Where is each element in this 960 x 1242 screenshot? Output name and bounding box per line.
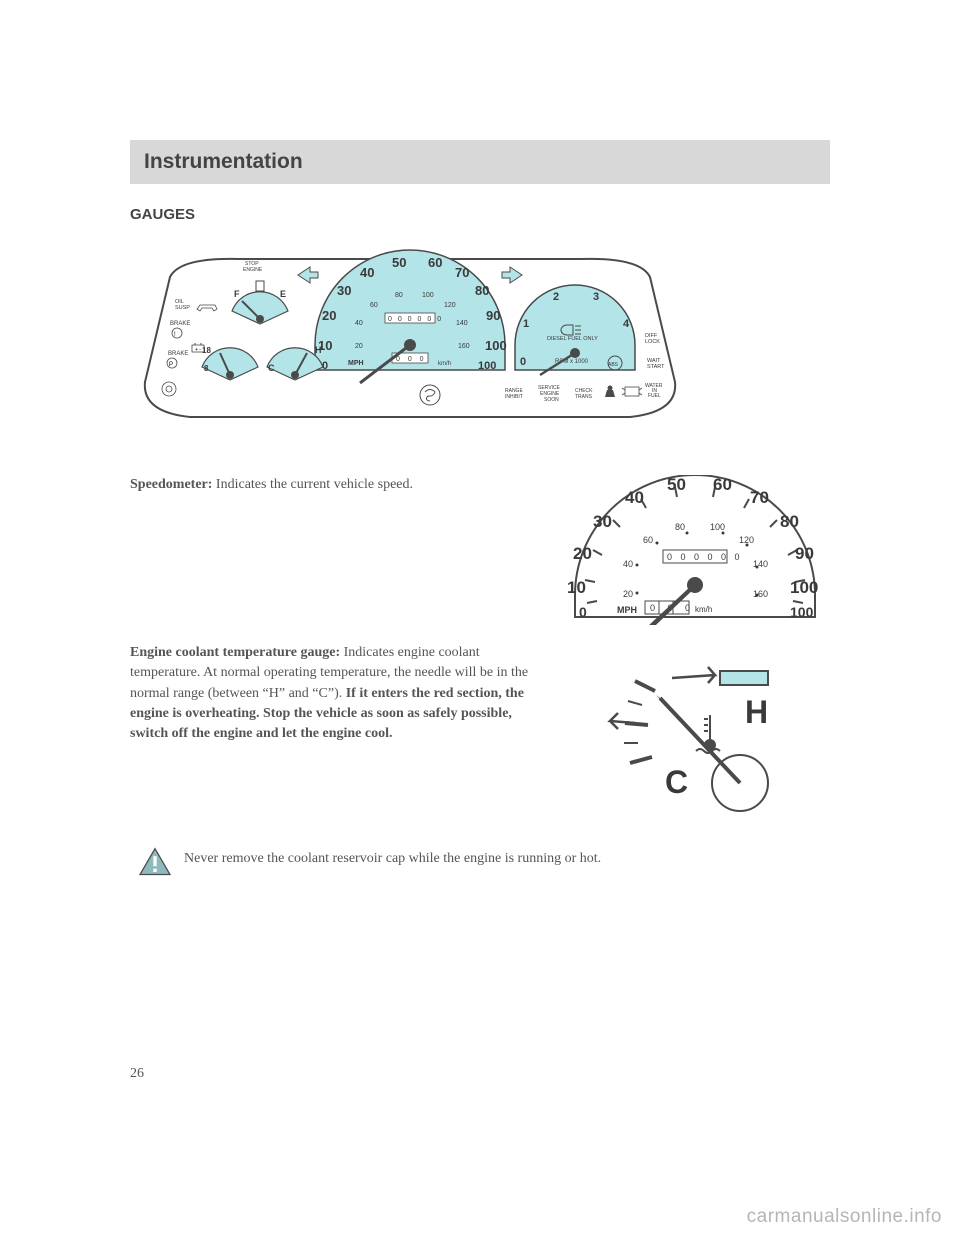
svg-text:MPH: MPH (348, 360, 364, 367)
svg-text:120: 120 (739, 535, 754, 545)
svg-text:30: 30 (593, 512, 612, 531)
svg-text:0 0 0 0 0 0: 0 0 0 0 0 0 (388, 316, 443, 323)
header-bar: Instrumentation (130, 140, 830, 184)
svg-text:C: C (268, 363, 275, 373)
warning-callout: Never remove the coolant reservoir cap w… (130, 841, 830, 883)
svg-text:100: 100 (790, 604, 814, 620)
speedometer-heading: Speedometer: (130, 477, 212, 492)
svg-text:DIESEL FUEL ONLY: DIESEL FUEL ONLY (547, 336, 598, 342)
svg-text:BRAKE: BRAKE (168, 351, 188, 357)
svg-text:40: 40 (625, 488, 644, 507)
svg-text:2: 2 (553, 291, 559, 303)
svg-text:80: 80 (395, 292, 403, 299)
svg-text:20: 20 (355, 343, 363, 350)
svg-text:100: 100 (485, 338, 507, 353)
svg-text:20: 20 (623, 589, 633, 599)
svg-text:18: 18 (202, 346, 211, 355)
svg-text:0 0 0: 0 0 0 (396, 356, 427, 363)
svg-text:30: 30 (337, 283, 351, 298)
instrument-cluster-figure: 0 10 20 30 40 50 60 70 80 90 100 100 20 … (130, 237, 690, 447)
coolant-gauge-figure: H C (560, 643, 830, 823)
svg-text:SOON: SOON (544, 397, 559, 403)
coolant-heading: Engine coolant temperature gauge: (130, 645, 340, 660)
svg-text:INHIBIT: INHIBIT (505, 394, 523, 400)
svg-text:H: H (315, 345, 322, 355)
svg-text:km/h: km/h (438, 361, 451, 367)
speedometer-text: Speedometer: Indicates the current vehic… (130, 475, 542, 625)
svg-text:+ -: + - (195, 347, 201, 353)
svg-text:BRAKE: BRAKE (170, 321, 190, 327)
svg-text:P: P (169, 362, 173, 368)
header-title: Instrumentation (144, 150, 816, 174)
svg-text:40: 40 (360, 265, 374, 280)
svg-text:0 0 0 0 0 0: 0 0 0 0 0 0 (667, 552, 743, 562)
svg-text:START: START (647, 364, 665, 370)
svg-text:3: 3 (593, 291, 599, 303)
svg-text:C: C (665, 764, 688, 800)
svg-text:MPH: MPH (617, 605, 637, 615)
svg-text:120: 120 (444, 302, 456, 309)
svg-text:70: 70 (750, 488, 769, 507)
svg-text:10: 10 (567, 578, 586, 597)
svg-text:LOCK: LOCK (645, 339, 660, 345)
svg-text:50: 50 (392, 255, 406, 270)
svg-text:F: F (234, 289, 240, 299)
svg-text:H: H (745, 694, 768, 730)
svg-text:140: 140 (753, 559, 768, 569)
svg-text:60: 60 (713, 475, 732, 494)
svg-text:80: 80 (675, 522, 685, 532)
svg-text:70: 70 (455, 265, 469, 280)
svg-text:80: 80 (475, 283, 489, 298)
svg-text:90: 90 (795, 544, 814, 563)
svg-text:100: 100 (478, 360, 496, 372)
gauges-heading: GAUGES (130, 206, 830, 223)
svg-text:TRANS: TRANS (575, 394, 593, 400)
svg-text:60: 60 (428, 255, 442, 270)
svg-text:40: 40 (623, 559, 633, 569)
svg-text:90: 90 (486, 308, 500, 323)
svg-text:50: 50 (667, 475, 686, 494)
svg-text:ENGINE: ENGINE (243, 267, 263, 273)
svg-text:8: 8 (204, 364, 209, 373)
svg-text:80: 80 (780, 512, 799, 531)
svg-text:160: 160 (458, 343, 470, 350)
svg-text:100: 100 (790, 578, 818, 597)
svg-text:140: 140 (456, 320, 468, 327)
svg-text:60: 60 (643, 535, 653, 545)
warning-icon (138, 847, 172, 877)
svg-text:100: 100 (710, 522, 725, 532)
svg-text:20: 20 (573, 544, 592, 563)
watermark: carmanualsonline.info (747, 1206, 942, 1228)
svg-text:160: 160 (753, 589, 768, 599)
svg-text:ABS: ABS (608, 362, 619, 368)
svg-text:SUSP: SUSP (175, 305, 190, 311)
warning-text: Never remove the coolant reservoir cap w… (184, 847, 601, 869)
svg-text:20: 20 (322, 308, 336, 323)
speedometer-figure: 0 10 20 30 40 50 60 70 80 90 100 100 20 … (560, 475, 830, 625)
speedometer-body: Indicates the current vehicle speed. (212, 477, 413, 492)
svg-text:0: 0 (579, 604, 587, 620)
svg-text:0: 0 (520, 356, 526, 368)
svg-text:FUEL: FUEL (648, 393, 661, 399)
svg-text:100: 100 (422, 292, 434, 299)
page-number: 26 (130, 1066, 144, 1082)
coolant-text: Engine coolant temperature gauge: Indica… (130, 643, 542, 823)
svg-text:E: E (280, 289, 286, 299)
svg-text:km/h: km/h (695, 605, 712, 614)
svg-text:1: 1 (523, 318, 529, 330)
svg-text:40: 40 (355, 320, 363, 327)
svg-text:60: 60 (370, 302, 378, 309)
svg-text:4: 4 (623, 318, 630, 330)
